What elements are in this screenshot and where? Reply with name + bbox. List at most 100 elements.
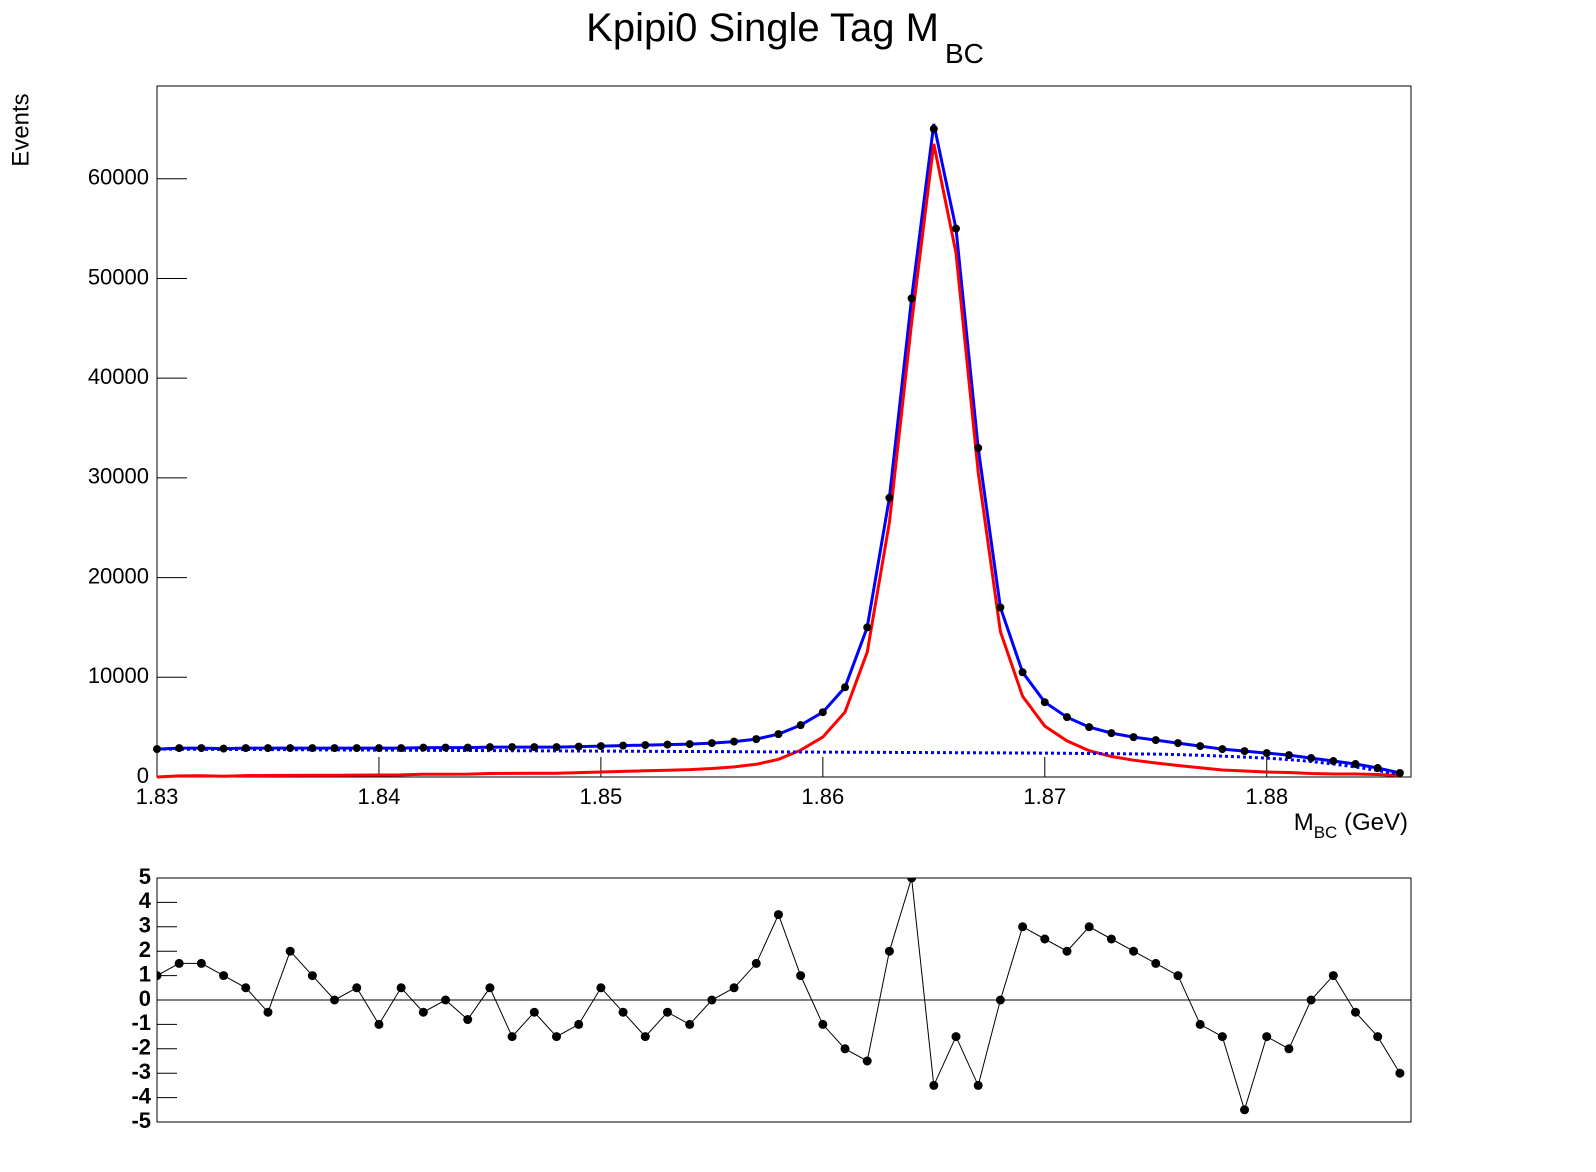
data-point xyxy=(929,124,938,133)
main-frame xyxy=(156,85,1412,778)
data-point xyxy=(1062,713,1071,722)
data-point xyxy=(663,740,672,749)
data-point xyxy=(1018,668,1027,677)
data-point xyxy=(885,493,894,502)
data-point xyxy=(952,224,961,233)
pull-point xyxy=(1062,946,1072,956)
pull-point xyxy=(263,1007,273,1017)
pull-point xyxy=(773,910,783,920)
data-point xyxy=(441,743,450,752)
pull-point xyxy=(995,995,1005,1005)
x-label-subscript: BC xyxy=(1314,823,1338,842)
y-tick-label: 20000 xyxy=(88,563,149,588)
pull-point xyxy=(1106,934,1116,944)
data-point xyxy=(685,740,694,749)
data-point xyxy=(263,744,272,753)
data-point xyxy=(1329,757,1338,766)
data-point xyxy=(1173,739,1182,748)
data-point xyxy=(330,744,339,753)
pull-point xyxy=(1373,1032,1383,1042)
data-point xyxy=(1129,733,1138,742)
y-axis-label: Events xyxy=(7,93,34,166)
pull-point xyxy=(307,971,317,981)
x-tick-label: 1.87 xyxy=(1023,784,1066,809)
x-label-text: M xyxy=(1294,809,1314,836)
pull-point xyxy=(818,1019,828,1029)
pull-point xyxy=(1195,1019,1205,1029)
x-tick-label: 1.86 xyxy=(801,784,844,809)
data-point xyxy=(463,743,472,752)
data-point xyxy=(1373,764,1382,773)
pull-point xyxy=(951,1032,961,1042)
pull-point xyxy=(884,946,894,956)
pull-point xyxy=(840,1044,850,1054)
data-point xyxy=(796,721,805,730)
y-tick-label: -4 xyxy=(131,1083,151,1108)
x-tick-label: 1.85 xyxy=(579,784,622,809)
data-point xyxy=(863,623,872,632)
data-point xyxy=(485,743,494,752)
pull-point xyxy=(529,1007,539,1017)
pull-point xyxy=(729,983,739,993)
data-point xyxy=(374,744,383,753)
pull-point xyxy=(751,958,761,968)
pull-point xyxy=(640,1032,650,1042)
data-point xyxy=(841,683,850,692)
x-tick-label: 1.83 xyxy=(136,784,179,809)
pull-point xyxy=(463,1015,473,1025)
pull-point xyxy=(1262,1032,1272,1042)
data-point xyxy=(308,744,317,753)
data-point xyxy=(552,743,561,752)
data-point xyxy=(175,744,184,753)
fit-curve xyxy=(156,123,1401,775)
y-tick-label: 0 xyxy=(137,763,149,788)
y-tick-label: 2 xyxy=(139,937,151,962)
data-point xyxy=(730,737,739,746)
y-tick-label: -5 xyxy=(131,1108,151,1133)
y-tick-label: 4 xyxy=(139,888,152,913)
pull-point xyxy=(574,1019,584,1029)
pull-point xyxy=(1240,1105,1250,1115)
data-point xyxy=(397,744,406,753)
x-tick-label: 1.88 xyxy=(1245,784,1288,809)
y-tick-label: -3 xyxy=(131,1059,151,1084)
pull-point xyxy=(1084,922,1094,932)
y-tick-label: -1 xyxy=(131,1010,151,1035)
y-tick-label: 1 xyxy=(139,961,151,986)
y-tick-label: 3 xyxy=(139,913,151,938)
pull-point xyxy=(485,983,495,993)
data-point xyxy=(641,741,650,750)
data-point xyxy=(707,739,716,748)
pull-point xyxy=(1306,995,1316,1005)
pull-point xyxy=(707,995,717,1005)
data-point xyxy=(1351,760,1360,769)
pull-point xyxy=(929,1080,939,1090)
title-subscript: BC xyxy=(945,38,984,69)
pull-point xyxy=(352,983,362,993)
pull-point xyxy=(1328,971,1338,981)
data-point xyxy=(1085,723,1094,732)
pull-point xyxy=(685,1019,695,1029)
y-tick-label: 40000 xyxy=(88,364,149,389)
data-point xyxy=(286,744,295,753)
x-label-suffix: (GeV) xyxy=(1337,809,1408,836)
pull-point xyxy=(907,878,917,883)
data-point xyxy=(1284,751,1293,760)
pull-point xyxy=(1173,971,1183,981)
pull-point xyxy=(418,1007,428,1017)
pull-point xyxy=(596,983,606,993)
pull-point xyxy=(507,1032,517,1042)
data-point xyxy=(1240,747,1249,756)
data-point xyxy=(419,743,428,752)
data-point xyxy=(1307,754,1316,763)
pull-point xyxy=(973,1080,983,1090)
y-tick-label: 60000 xyxy=(88,165,149,190)
pull-point xyxy=(1040,934,1050,944)
y-tick-label: 50000 xyxy=(88,264,149,289)
data-point xyxy=(996,603,1005,612)
pull-point xyxy=(1395,1068,1405,1078)
title-text: Kpipi0 Single Tag M xyxy=(586,6,939,50)
pull-point xyxy=(1151,958,1161,968)
data-point xyxy=(1218,745,1227,754)
data-point xyxy=(774,730,783,739)
